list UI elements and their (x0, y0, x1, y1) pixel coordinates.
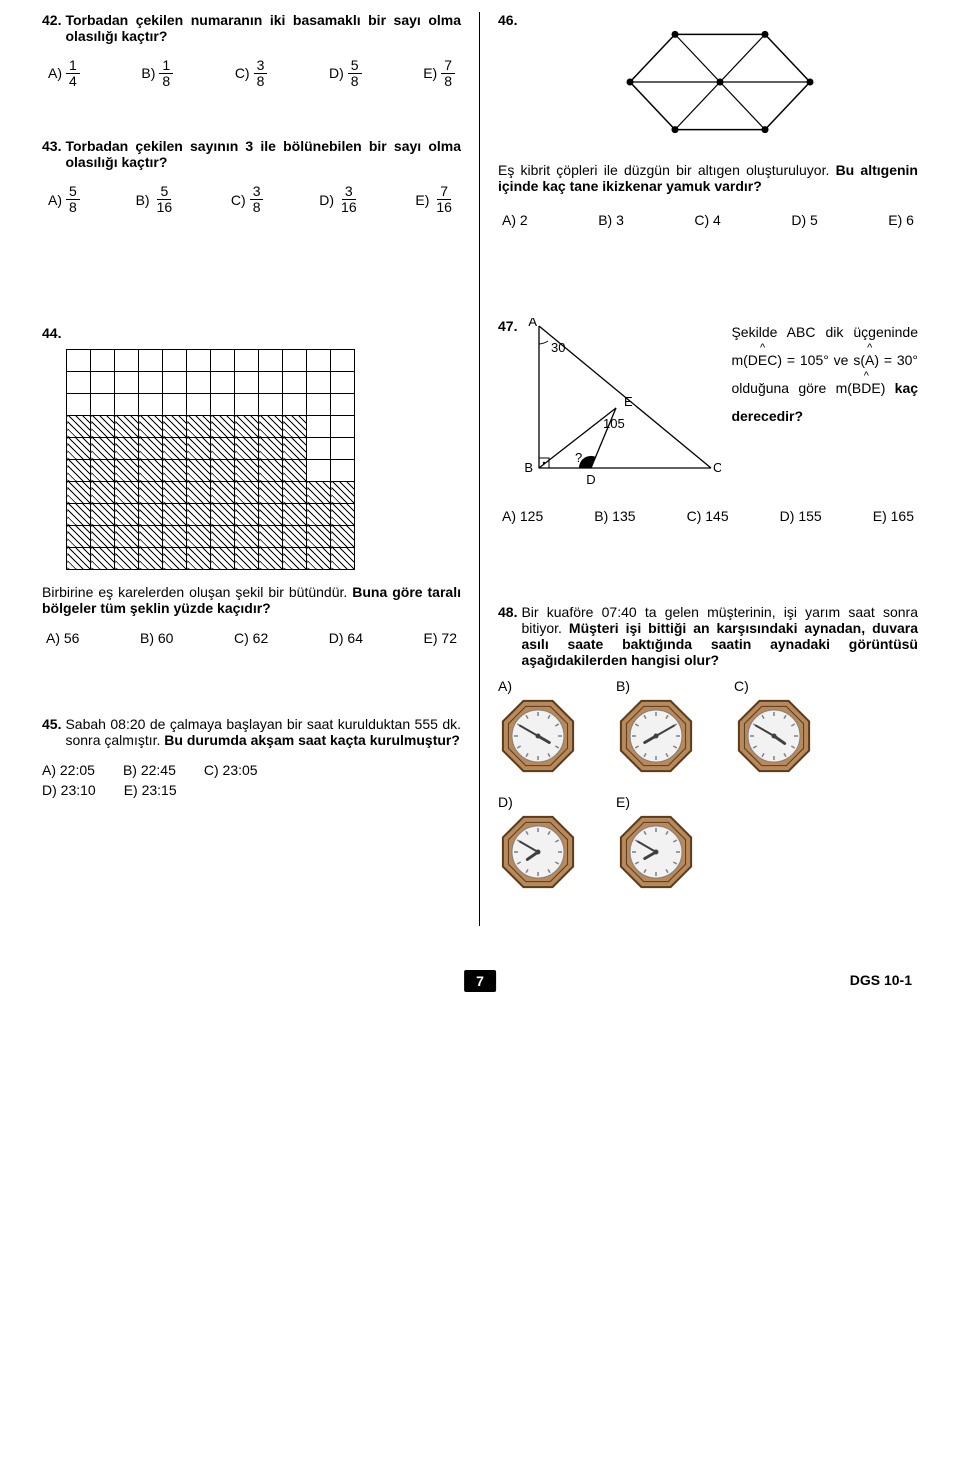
choice: A) 22:05 (42, 762, 95, 778)
svg-text:30: 30 (551, 340, 565, 355)
q42-number: 42. (42, 12, 61, 44)
choice: D)58 (329, 58, 362, 88)
choice: A) 125 (502, 508, 543, 524)
q42-stem: Torbadan çekilen numaranın iki basamaklı… (65, 12, 461, 44)
clock-choice: B) (616, 678, 696, 776)
page: 42. Torbadan çekilen numaranın iki basam… (0, 0, 960, 1032)
page-number: 7 (464, 970, 496, 992)
q44-choices: A) 56 B) 60 C) 62 D) 64 E) 72 (42, 630, 461, 646)
choice: E)78 (423, 58, 455, 88)
q43-number: 43. (42, 138, 61, 170)
q43-choices: A)58 B)516 C)38 D)316 E)716 (42, 184, 461, 214)
question-46: 46. Eş kibrit çöpleri ile düzgün bir alt… (498, 12, 918, 228)
q47-number: 47. (498, 318, 517, 488)
choice: D)316 (319, 184, 359, 214)
choice: D) 5 (791, 212, 817, 228)
q48-choices-row1: A) B) C) (498, 678, 918, 776)
left-column: 42. Torbadan çekilen numaranın iki basam… (24, 12, 480, 926)
clock-choice: E) (616, 794, 696, 892)
choice: E) 165 (873, 508, 914, 524)
q44-number: 44. (42, 325, 61, 341)
choice: B) 135 (594, 508, 635, 524)
choice: D) 23:10 (42, 782, 96, 798)
choice: B) 3 (598, 212, 624, 228)
q44-stem-plain: Birbirine eş karelerden oluşan şekil bir… (42, 584, 347, 600)
choice: A) 56 (46, 630, 79, 646)
q47-figure: A B C D E 30 105? (521, 318, 721, 488)
q42-choices: A)14 B)18 C)38 D)58 E)78 (42, 58, 461, 88)
right-column: 46. Eş kibrit çöpleri ile düzgün bir alt… (480, 12, 936, 926)
question-47: 47. A B C D E 30 105? Şekilde ABC dik üçgenind… (498, 318, 918, 524)
q45-choices: A) 22:05 B) 22:45 C) 23:05 D) 23:10 E) 23:1… (42, 762, 461, 798)
choice: D) 155 (780, 508, 822, 524)
q48-stem: Bir kuaföre 07:40 ta gelen müşterinin, i… (521, 604, 918, 668)
q45-stem: Sabah 08:20 de çalmaya başlayan bir saat… (65, 716, 461, 748)
svg-text:E: E (624, 394, 633, 409)
q45-number: 45. (42, 716, 61, 748)
question-45: 45. Sabah 08:20 de çalmaya başlayan bir … (42, 716, 461, 798)
choice: E) 23:15 (124, 782, 177, 798)
q47-body: A B C D E 30 105? Şekilde ABC dik üçgeninde m(… (521, 318, 918, 488)
clock-choice: D) (498, 794, 578, 892)
choice: B)516 (136, 184, 176, 214)
q44-spacer (65, 325, 461, 341)
q46-stem-plain: Eş kibrit çöpleri ile düzgün bir altıgen… (498, 162, 829, 178)
choice: C)38 (231, 184, 264, 214)
q48-number: 48. (498, 604, 517, 668)
q46-choices: A) 2 B) 3 C) 4 D) 5 E) 6 (498, 212, 918, 228)
q43-stem: Torbadan çekilen sayının 3 ile bölünebil… (65, 138, 461, 170)
choice: E) 72 (424, 630, 457, 646)
choice: A)14 (48, 58, 80, 88)
columns: 42. Torbadan çekilen numaranın iki basam… (24, 12, 936, 926)
choice: B) 22:45 (123, 762, 176, 778)
choice: E)716 (415, 184, 455, 214)
choice: A)58 (48, 184, 80, 214)
hexagon-figure (605, 12, 835, 152)
question-48: 48. Bir kuaföre 07:40 ta gelen müşterini… (498, 604, 918, 892)
clock-choice: C) (734, 678, 814, 776)
choice: C) 4 (694, 212, 720, 228)
q44-stem: Birbirine eş karelerden oluşan şekil bir… (42, 584, 461, 616)
q48-stem-bold: Müşteri işi bittiği an karşısındaki ayna… (521, 620, 918, 668)
question-42: 42. Torbadan çekilen numaranın iki basam… (42, 12, 461, 88)
svg-text:?: ? (575, 450, 582, 465)
q47-text: Şekilde ABC dik üçgeninde m(DEC) = 105° … (731, 318, 918, 488)
q47-t2: ve (834, 352, 849, 368)
clock-choice: A) (498, 678, 578, 776)
choice: C) 62 (234, 630, 268, 646)
choice: C) 145 (687, 508, 729, 524)
choice: B)18 (141, 58, 173, 88)
svg-text:C: C (713, 460, 721, 475)
footer: 7 DGS 10-1 (24, 956, 936, 992)
q46-number: 46. (498, 12, 517, 152)
svg-text:D: D (587, 472, 596, 487)
q46-stem: Eş kibrit çöpleri ile düzgün bir altıgen… (498, 162, 918, 194)
q47-choices: A) 125 B) 135 C) 145 D) 155 E) 165 (498, 508, 918, 524)
q48-choices-row2: D) E) (498, 794, 918, 892)
document-id: DGS 10-1 (850, 972, 912, 988)
q44-figure (66, 349, 461, 570)
q45-stem-bold: Bu durumda akşam saat kaçta kurulmuştur? (164, 732, 460, 748)
q47-t3: olduğuna göre (731, 380, 826, 396)
choice: A) 2 (502, 212, 528, 228)
q44-grid (66, 349, 355, 570)
question-44: 44. Birbirine eş karelerden oluşan şekil… (42, 325, 461, 646)
question-43: 43. Torbadan çekilen sayının 3 ile bölün… (42, 138, 461, 214)
choice: D) 64 (329, 630, 363, 646)
svg-text:B: B (525, 460, 534, 475)
choice: C)38 (235, 58, 268, 88)
svg-text:A: A (529, 318, 538, 329)
svg-text:105: 105 (603, 416, 625, 431)
q46-figwrap (521, 12, 918, 152)
choice: B) 60 (140, 630, 173, 646)
choice: E) 6 (888, 212, 914, 228)
choice: C) 23:05 (204, 762, 258, 778)
